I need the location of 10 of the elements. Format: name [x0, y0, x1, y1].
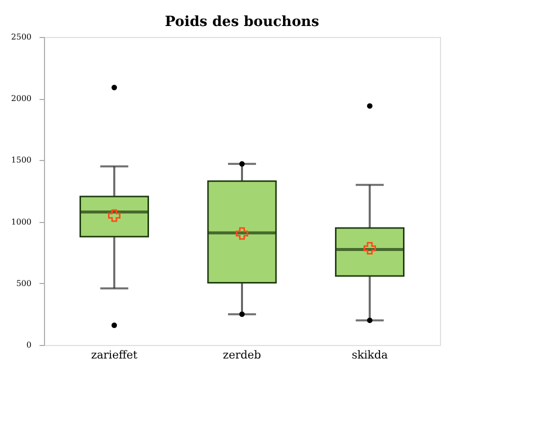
y-tick-label: 1500: [11, 156, 32, 165]
y-tick-label: 500: [16, 278, 32, 288]
y-tick-label: 0: [26, 340, 32, 350]
x-tick-label: skikda: [352, 348, 388, 362]
y-tick-label: 2500: [11, 32, 32, 42]
y-tick-label: 2000: [11, 94, 32, 104]
y-tick-label: 1000: [11, 217, 32, 226]
x-tick-label: zerdeb: [222, 348, 262, 362]
x-tick-label: zarieffet: [91, 348, 138, 362]
chart-title: Poids des bouchons: [164, 14, 320, 30]
